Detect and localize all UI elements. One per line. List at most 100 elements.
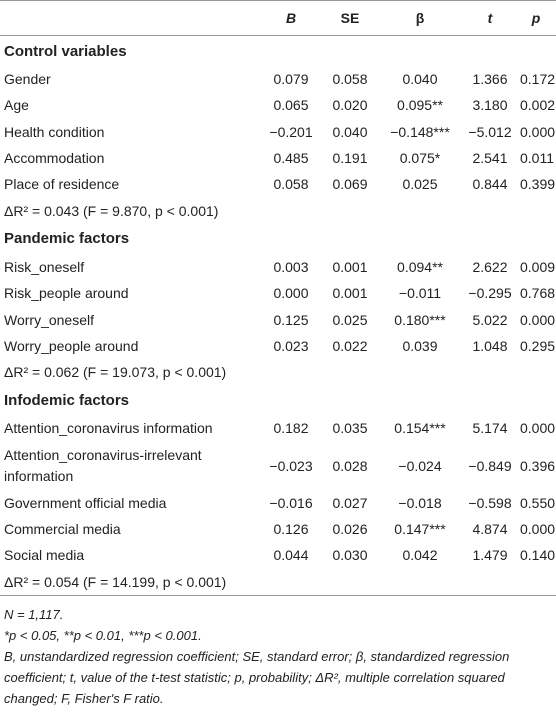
row-label: Worry_people around: [4, 337, 139, 354]
row-label: Government official media: [4, 494, 167, 511]
cell: 0.485: [273, 150, 309, 167]
row-label: Attention_coronavirus information: [4, 420, 213, 437]
cell: 0.042: [402, 547, 438, 564]
cell: 0.027: [332, 494, 368, 511]
cell: 2.622: [472, 258, 508, 275]
cell: 4.874: [472, 521, 508, 537]
cell: 0.172: [520, 71, 556, 88]
cell: 0.000: [273, 285, 309, 302]
cell: 0.147***: [394, 521, 446, 537]
column-header: SE: [324, 0, 376, 36]
row-label: Commercial media: [4, 521, 121, 537]
row-label: Place of residence: [4, 176, 120, 193]
data-row: Government official media −0.016 0.027 −0.0…: [0, 490, 556, 516]
cell: 0.065: [273, 97, 309, 114]
cell: 0.295: [520, 337, 556, 354]
cell: 0.000: [520, 420, 556, 437]
data-row: Gender 0.079 0.058 0.040 1.366 0.172: [0, 66, 556, 92]
cell: 0.040: [332, 123, 368, 140]
cell: −0.023: [269, 457, 313, 474]
cell: 0.009: [520, 258, 556, 275]
data-row: Risk_oneself 0.003 0.001 0.094** 2.622 0.009: [0, 254, 556, 280]
section-row: Control variables: [0, 36, 556, 67]
cell: −0.011: [398, 285, 442, 302]
section-title: Pandemic factors: [4, 230, 130, 248]
cell: 0.000: [520, 521, 556, 537]
data-row: Social media 0.044 0.030 0.042 1.479 0.140: [0, 542, 556, 568]
cell: 0.011: [520, 150, 554, 167]
cell: 0.002: [520, 97, 556, 114]
cell: 0.023: [273, 337, 309, 354]
cell: 0.069: [332, 176, 368, 193]
cell: 0.000: [520, 123, 556, 140]
cell: 0.094**: [397, 258, 443, 275]
summary-row: ΔR² = 0.054 (F = 14.199, p < 0.001): [0, 568, 556, 596]
cell: 0.028: [332, 457, 368, 474]
table-body: Control variables Gender 0.079 0.058 0.040 1.…: [0, 36, 556, 596]
summary-row: ΔR² = 0.062 (F = 19.073, p < 0.001): [0, 359, 556, 385]
cell: 0.040: [402, 71, 438, 88]
row-label: Age: [4, 97, 29, 114]
data-row: Place of residence 0.058 0.069 0.025 0.844 0.…: [0, 171, 556, 197]
cell: 5.022: [472, 311, 508, 328]
cell: 0.044: [273, 547, 309, 564]
row-label: Social media: [4, 547, 85, 564]
column-header: t: [464, 0, 516, 36]
column-header: β: [376, 0, 464, 36]
cell: 0.182: [273, 420, 309, 437]
cell: 0.035: [332, 420, 368, 437]
row-label: Health condition: [4, 123, 105, 140]
column-header: p: [516, 0, 556, 36]
data-row: Health condition −0.201 0.040 −0.148*** −5.0…: [0, 119, 556, 145]
data-row: Accommodation 0.485 0.191 0.075* 2.541 0.011: [0, 145, 556, 171]
data-row: Worry_oneself 0.125 0.025 0.180*** 5.022 0.00…: [0, 306, 556, 332]
cell: 0.844: [472, 176, 508, 193]
cell: 0.079: [273, 71, 309, 88]
cell: 0.058: [273, 176, 309, 193]
header-row: B SE β t p: [0, 0, 556, 36]
summary: ΔR² = 0.062 (F = 19.073, p < 0.001): [4, 364, 227, 381]
data-row: Attention_coronavirus information 0.182 0.…: [0, 415, 556, 441]
cell: 0.550: [520, 494, 556, 511]
data-row: Worry_people around 0.023 0.022 0.039 1.048 0…: [0, 333, 556, 359]
data-row: Risk_people around 0.000 0.001 −0.011 −0.295…: [0, 280, 556, 306]
cell: 1.479: [472, 547, 508, 564]
cell: 0.058: [332, 71, 368, 88]
cell: 0.399: [520, 176, 556, 193]
cell: −0.598: [468, 494, 512, 511]
section-title: Infodemic factors: [4, 391, 130, 409]
cell: 0.025: [402, 176, 438, 193]
row-label: Accommodation: [4, 150, 105, 167]
cell: 0.026: [332, 521, 368, 537]
section-title: Control variables: [4, 42, 127, 60]
cell: 5.174: [472, 420, 508, 437]
cell: 0.140: [520, 547, 556, 564]
section-row: Pandemic factors: [0, 224, 556, 254]
cell: 1.048: [472, 337, 508, 354]
cell: 0.154***: [394, 420, 446, 437]
cell: 0.191: [332, 150, 368, 167]
row-label: Risk_people around: [4, 285, 129, 302]
cell: −0.024: [398, 457, 442, 474]
data-row: Attention_coronavirus-irrelevant informa…: [0, 442, 556, 490]
note: *p < 0.05, **p < 0.01, ***p < 0.001.: [4, 627, 202, 643]
row-label: Risk_oneself: [4, 258, 85, 275]
cell: −0.201: [269, 123, 313, 140]
cell: −0.016: [269, 494, 313, 511]
cell: 0.768: [520, 285, 556, 302]
cell: 0.001: [332, 258, 368, 275]
row-label: Worry_oneself: [4, 311, 95, 328]
cell: −0.018: [398, 494, 442, 511]
summary: ΔR² = 0.043 (F = 9.870, p < 0.001): [4, 202, 219, 219]
cell: 0.003: [273, 258, 309, 275]
row-label: Attention_coronavirus-irrelevant informa…: [4, 446, 202, 484]
cell: 0.030: [332, 547, 368, 564]
summary-row: ΔR² = 0.043 (F = 9.870, p < 0.001): [0, 197, 556, 223]
table-notes: N = 1,117. *p < 0.05, **p < 0.01, ***p < …: [0, 596, 556, 709]
cell: 1.366: [472, 71, 508, 88]
cell: 3.180: [472, 97, 508, 114]
row-label: Gender: [4, 71, 51, 88]
cell: 0.000: [520, 311, 556, 328]
cell: 0.075*: [399, 150, 441, 167]
